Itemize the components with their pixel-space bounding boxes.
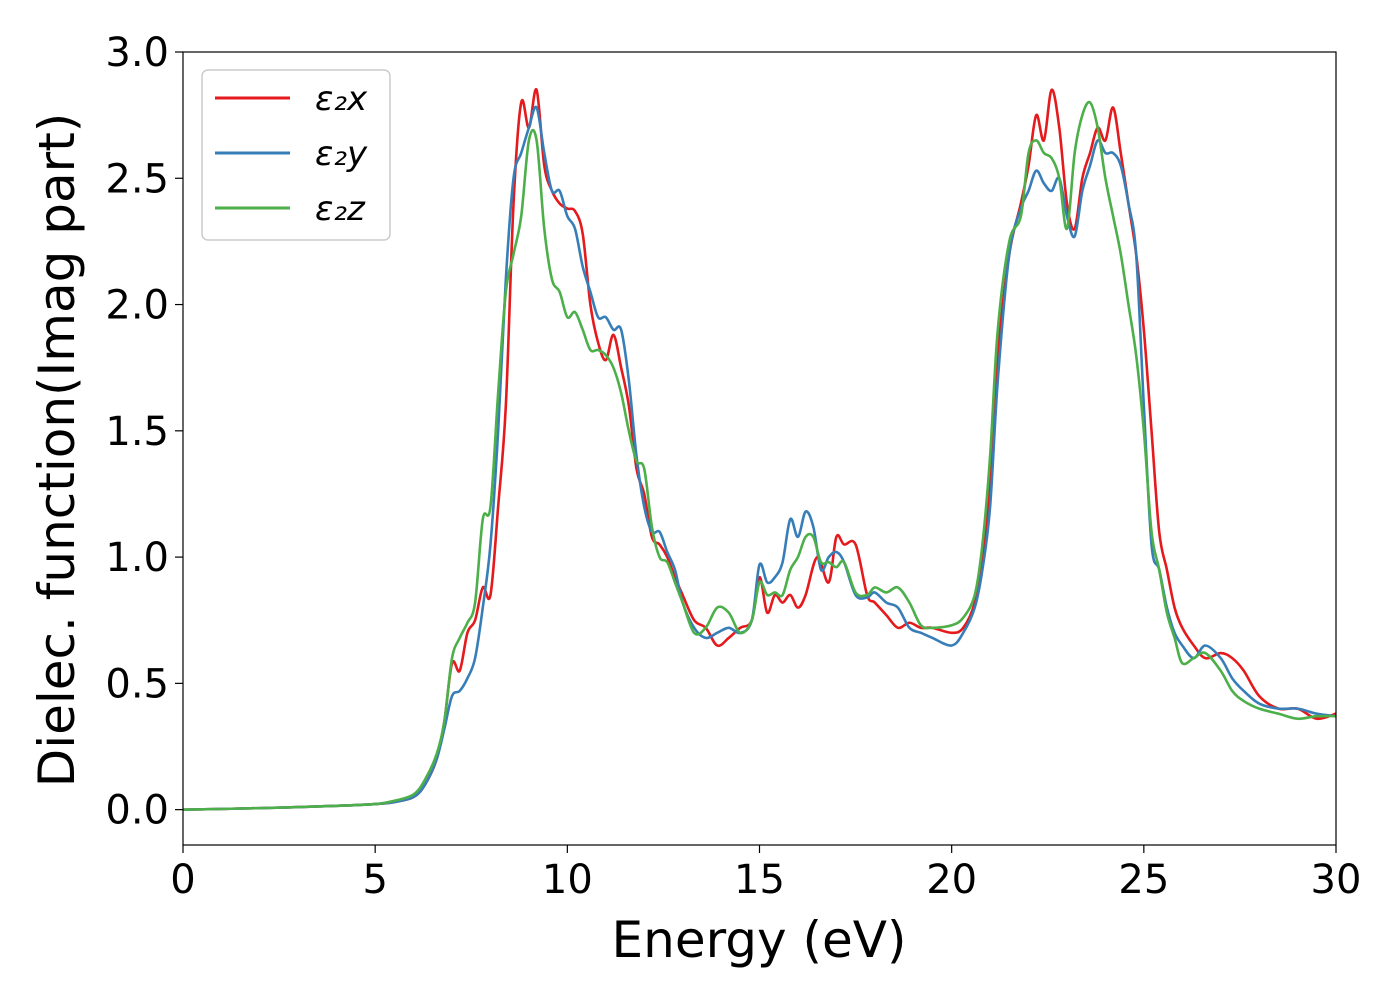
y-tick-label: 3.0	[105, 30, 169, 76]
x-tick-label: 20	[926, 857, 977, 903]
y-tick-label: 2.5	[105, 156, 169, 202]
series-line-2	[182, 105, 1337, 811]
series-line-3	[182, 100, 1337, 811]
y-tick-label: 1.0	[105, 535, 169, 581]
legend-label-1: ε₂x	[315, 79, 368, 119]
x-axis: 0 5 10 15 20 25 30	[170, 845, 1361, 903]
x-tick-label: 0	[170, 857, 195, 903]
x-tick-label: 25	[1118, 857, 1169, 903]
y-tick-label: 1.5	[105, 409, 169, 455]
y-tick-label: 0.0	[105, 788, 169, 834]
x-tick-label: 10	[542, 857, 593, 903]
x-tick-label: 30	[1311, 857, 1362, 903]
legend-label-3: ε₂z	[315, 189, 366, 229]
y-axis-title: Dielec. function(Imag part)	[28, 113, 86, 788]
x-axis-title: Energy (eV)	[612, 911, 907, 969]
y-tick-label: 0.5	[105, 661, 169, 707]
x-tick-label: 15	[734, 857, 785, 903]
legend: ε₂x ε₂y ε₂z	[201, 69, 391, 241]
series-layer	[182, 88, 1337, 811]
y-axis: 0.0 0.5 1.0 1.5 2.0 2.5 3.0	[105, 30, 183, 834]
x-tick-label: 5	[362, 857, 387, 903]
legend-box	[201, 69, 391, 241]
y-tick-label: 2.0	[105, 283, 169, 329]
legend-label-2: ε₂y	[315, 134, 368, 174]
